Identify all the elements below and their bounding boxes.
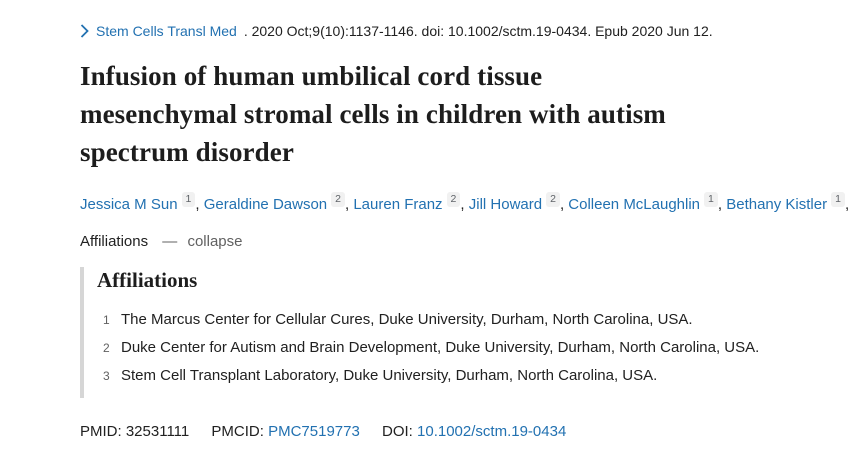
affiliations-toggle-label: Affiliations bbox=[80, 233, 149, 250]
affiliations-panel: Affiliations 1 The Marcus Center for Cell… bbox=[80, 267, 779, 398]
author-affiliation-number: 2 bbox=[446, 192, 461, 207]
author-link[interactable]: Bethany Kistler bbox=[726, 196, 828, 213]
pmcid-label: PMCID: bbox=[211, 423, 264, 440]
title-line: spectrum disorder bbox=[80, 137, 294, 167]
affiliation-text: Duke Center for Autism and Brain Develop… bbox=[121, 339, 760, 356]
affiliations-heading: Affiliations bbox=[97, 268, 198, 292]
affiliation-number: 3 bbox=[103, 369, 110, 383]
doi-group: DOI: 10.1002/sctm.19-0434 bbox=[382, 423, 566, 440]
author-separator: , bbox=[344, 196, 350, 213]
author-affiliation-number: 1 bbox=[181, 192, 196, 207]
author-link[interactable]: Colleen McLaughlin bbox=[568, 196, 701, 213]
journal-name: Stem Cells Transl Med bbox=[96, 23, 237, 39]
author-separator: , bbox=[195, 196, 200, 213]
author: Lauren Franz 2, bbox=[353, 192, 468, 213]
dash-icon: — bbox=[162, 233, 178, 250]
author-link[interactable]: Geraldine Dawson bbox=[203, 196, 328, 213]
pmcid-link[interactable]: PMC7519773 bbox=[268, 423, 360, 440]
affiliation-text: The Marcus Center for Cellular Cures, Du… bbox=[121, 311, 693, 328]
affiliation-item: 3 Stem Cell Transplant Laboratory, Duke U… bbox=[97, 362, 779, 390]
author: Geraldine Dawson 2, bbox=[203, 192, 354, 213]
pmcid-group: PMCID: PMC7519773 bbox=[211, 423, 359, 440]
author: Colleen McLaughlin 1, bbox=[568, 192, 726, 213]
author-affiliation-number: 1 bbox=[831, 192, 845, 207]
journal-citation: Stem Cells Transl Med . 2020 Oct;9(10):1… bbox=[80, 22, 779, 40]
collapse-link[interactable]: collapse bbox=[187, 233, 243, 250]
affiliation-number: 1 bbox=[103, 313, 110, 327]
author-separator: , bbox=[717, 196, 723, 213]
affiliations-toggle: Affiliations — collapse bbox=[80, 233, 779, 250]
article-page: Stem Cells Transl Med . 2020 Oct;9(10):1… bbox=[80, 22, 849, 442]
author-link[interactable]: Lauren Franz bbox=[353, 196, 443, 213]
journal-link[interactable]: Stem Cells Transl Med bbox=[80, 22, 237, 40]
affiliation-number: 2 bbox=[103, 341, 110, 355]
doi-link[interactable]: 10.1002/sctm.19-0434 bbox=[417, 423, 567, 440]
author-link[interactable]: Jill Howard bbox=[468, 196, 543, 213]
author-affiliation-number: 1 bbox=[704, 192, 718, 207]
pmid-value: 32531111 bbox=[125, 423, 190, 440]
citation-details: . 2020 Oct;9(10):1137-1146. doi: 10.1002… bbox=[243, 23, 713, 39]
author-affiliation-number: 2 bbox=[331, 192, 345, 207]
affiliation-item: 1 The Marcus Center for Cellular Cures, D… bbox=[97, 306, 779, 334]
pmid-label: PMID: bbox=[80, 423, 122, 440]
author-separator: , bbox=[844, 196, 849, 213]
title-line: Infusion of human umbilical cord tissue bbox=[80, 61, 543, 91]
pmid-group: PMID: 32531111 bbox=[80, 423, 189, 440]
author: Jessica M Sun 1, bbox=[80, 192, 204, 213]
identifiers-row: PMID: 32531111 PMCID: PMC7519773 DOI: 10… bbox=[80, 422, 779, 442]
author-link[interactable]: Jessica M Sun bbox=[80, 196, 178, 213]
author: Bethany Kistler 1, bbox=[726, 192, 849, 213]
authors-list: Jessica M Sun 1, Geraldine Dawson 2, Laure… bbox=[80, 190, 849, 220]
affiliations-list: 1 The Marcus Center for Cellular Cures, D… bbox=[97, 306, 779, 390]
author-separator: , bbox=[460, 196, 465, 213]
affiliation-item: 2 Duke Center for Autism and Brain Develo… bbox=[97, 334, 779, 362]
affiliation-text: Stem Cell Transplant Laboratory, Duke Un… bbox=[121, 367, 658, 384]
author: Jill Howard 2, bbox=[468, 192, 569, 213]
article-title: Infusion of human umbilical cord tissue m… bbox=[80, 57, 779, 171]
author-separator: , bbox=[559, 196, 565, 213]
title-line: mesenchymal stromal cells in children wi… bbox=[80, 99, 666, 129]
chevron-right-icon bbox=[80, 24, 89, 38]
doi-label: DOI: bbox=[382, 423, 413, 440]
author-affiliation-number: 2 bbox=[546, 192, 560, 207]
